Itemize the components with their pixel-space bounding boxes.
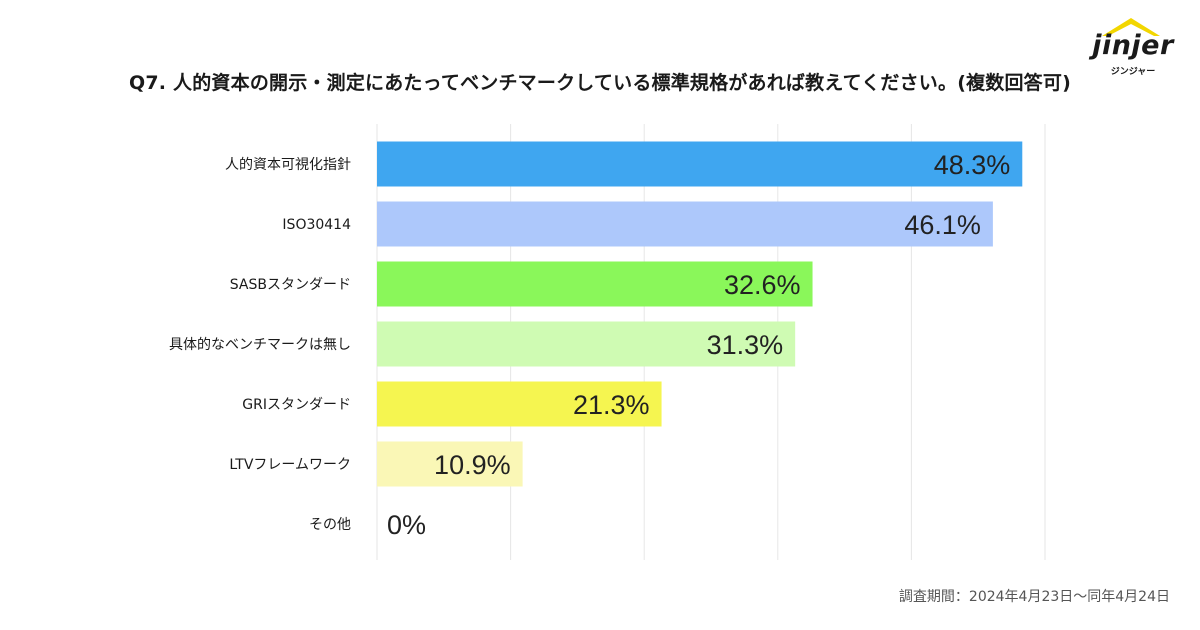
bar	[377, 261, 813, 307]
category-label: その他	[309, 517, 351, 533]
logo-subtext: ジンジャー	[1110, 67, 1156, 77]
logo-wordmark: jinjer	[1092, 30, 1174, 61]
category-label: 具体的なベンチマークは無し	[169, 337, 351, 353]
roof-icon	[1102, 18, 1160, 36]
brand-logo: jinjer ジンジャー	[1088, 14, 1188, 78]
bar	[377, 441, 523, 487]
value-label: 48.3%	[934, 150, 1011, 180]
category-label: GRIスタンダード	[242, 397, 351, 413]
category-label: ISO30414	[282, 217, 351, 233]
value-label: 31.3%	[707, 330, 784, 360]
value-label: 21.3%	[573, 390, 650, 420]
value-label: 32.6%	[724, 270, 801, 300]
chart-title: Q7. 人的資本の開示・測定にあたってベンチマークしている標準規格があれば教えて…	[129, 72, 1071, 94]
category-label: 人的資本可視化指針	[225, 157, 351, 173]
bar	[377, 201, 993, 247]
bar	[377, 141, 1023, 187]
category-label: LTVフレームワーク	[229, 457, 351, 473]
category-label: SASBスタンダード	[230, 277, 351, 293]
value-label: 46.1%	[904, 210, 981, 240]
survey-period-note: 調査期間：2024年4月23日〜同年4月24日	[898, 589, 1170, 605]
bar	[377, 321, 796, 367]
value-label: 0%	[387, 510, 426, 540]
bar	[377, 381, 662, 427]
value-label: 10.9%	[434, 450, 511, 480]
